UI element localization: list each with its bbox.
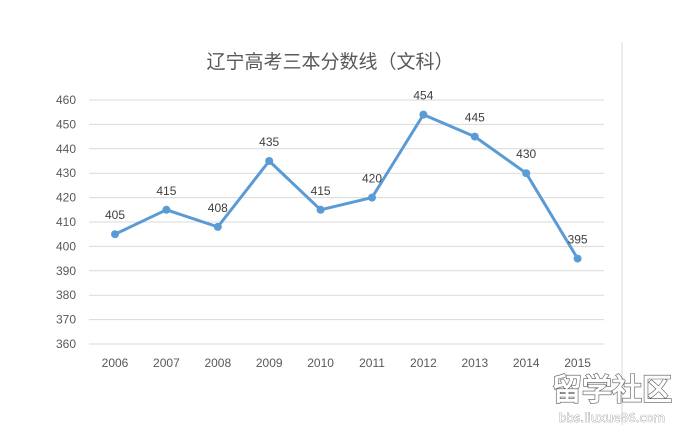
x-tick-label: 2014 [513,356,540,370]
x-tick-label: 2010 [307,356,334,370]
data-point [419,110,428,119]
x-tick-label: 2011 [359,356,385,370]
y-tick-label: 430 [56,166,76,180]
x-tick-label: 2015 [564,356,591,370]
series-line [113,113,580,261]
data-point [573,254,582,263]
y-tick-label: 360 [56,337,76,351]
data-label: 454 [413,89,433,103]
y-tick-label: 400 [56,239,76,253]
y-axis: 360 370 380 390 400 410 420 430 440 450 460 [56,93,76,351]
x-tick-label: 2012 [410,356,437,370]
data-label: 405 [105,208,125,222]
data-label: 435 [259,135,279,149]
data-point [265,157,274,165]
y-tick-label: 460 [56,93,76,107]
data-label: 415 [311,184,331,198]
watermark: 留学社区 bbs.liuxue86.com [551,372,672,425]
data-point [111,230,119,239]
x-tick-label: 2009 [256,356,283,370]
watermark-logo-text: 留学社区 [552,373,672,408]
data-label: 395 [568,233,588,247]
x-tick-label: 2008 [204,356,231,370]
chart-title: 辽宁高考三本分数线（文科） [206,51,453,73]
data-label: 408 [208,201,228,215]
x-tick-label: 2006 [102,356,129,370]
y-tick-label: 370 [56,313,76,327]
data-label: 415 [156,184,176,198]
data-label: 445 [465,111,485,125]
data-label: 420 [362,172,382,186]
data-point [470,132,479,141]
data-labels: 405 415 408 435 415 420 454 445 430 395 [105,89,588,247]
gridlines [89,99,604,345]
data-point [162,205,171,214]
watermark-url: bbs.liuxue86.com [559,411,665,425]
y-tick-label: 380 [56,288,76,302]
x-tick-label: 2007 [153,356,180,370]
x-axis: 2006 2007 2008 2009 2010 2011 2012 2013 2014 2015 [102,356,592,370]
data-point [368,193,376,202]
x-tick-label: 2013 [461,356,488,370]
data-point [522,169,531,178]
y-tick-label: 450 [56,117,76,131]
data-point [213,222,222,231]
data-point [316,205,325,214]
y-tick-label: 390 [56,264,76,278]
y-tick-label: 440 [56,142,76,156]
y-tick-label: 410 [56,215,76,229]
y-tick-label: 420 [56,191,76,205]
data-label: 430 [516,147,536,161]
series [111,110,582,263]
